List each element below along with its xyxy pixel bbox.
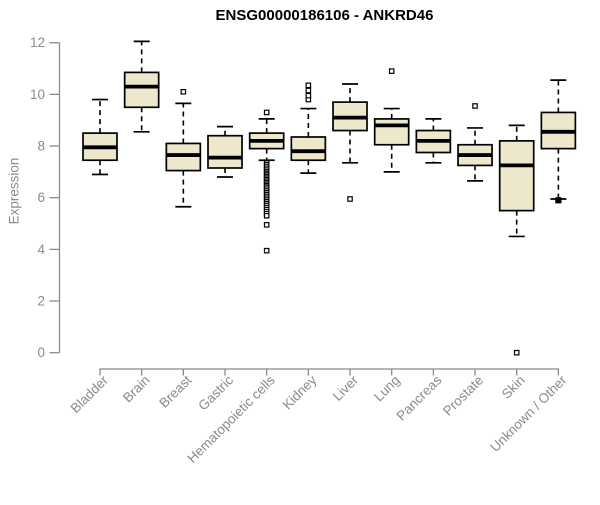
x-tick-label-pancreas: Pancreas [394,372,445,423]
outlier-point [180,88,187,95]
outlier-point [513,349,520,356]
y-tick-label: 6 [37,190,45,205]
x-tick-label-skin: Skin [499,373,528,402]
box-liver [332,83,368,202]
iqr-box [123,71,160,109]
outlier-point [263,212,270,219]
outlier-point [388,68,395,74]
iqr-box [165,142,202,172]
box-lung [373,68,410,173]
y-tick-label: 10 [30,87,45,102]
box-unknown-other [540,79,577,204]
box-gastric [207,125,243,178]
x-tick-label-breast: Breast [156,372,194,410]
iqr-box [207,134,243,169]
y-tick-label: 0 [37,345,45,360]
y-tick-label: 4 [37,242,45,257]
box-brain [123,40,160,133]
y-axis-title: Expression [6,157,22,225]
iqr-box [498,140,535,212]
x-tick-label-prostate: Prostate [440,373,486,419]
outlier-point [305,87,312,94]
x-tick-label-unknown-other: Unknown / Other [487,372,570,455]
outlier-point [347,196,353,202]
outlier-point [472,103,478,109]
y-tick-label: 2 [37,294,45,309]
x-tick-label-lung: Lung [371,373,403,405]
box-hematopoietic-cells [248,109,285,254]
outlier-point-solid [555,197,562,204]
box-skin [498,124,535,356]
chart-title: ENSG00000186106 - ANKRD46 [215,7,434,24]
iqr-box [373,118,410,146]
box-pancreas [415,118,452,164]
x-tick-label-bladder: Bladder [68,372,112,416]
box-kidney [290,82,327,175]
outlier-point [305,82,312,89]
x-tick-label-brain: Brain [120,373,153,406]
x-tick-label-liver: Liver [330,372,362,404]
y-tick-label: 8 [37,139,45,154]
iqr-box [290,136,327,162]
x-tick-label-kidney: Kidney [280,372,320,412]
outlier-point [263,109,270,116]
outlier-point [263,247,270,254]
box-prostate [457,103,493,182]
outlier-point [263,222,270,228]
box-breast [165,88,202,208]
y-tick-label: 12 [30,35,45,50]
outlier-point [305,92,312,99]
y-axis: 0 2 4 6 8 10 12 [30,35,61,360]
x-tick-label-gastric: Gastric [195,372,236,413]
box-bladder [82,98,118,176]
